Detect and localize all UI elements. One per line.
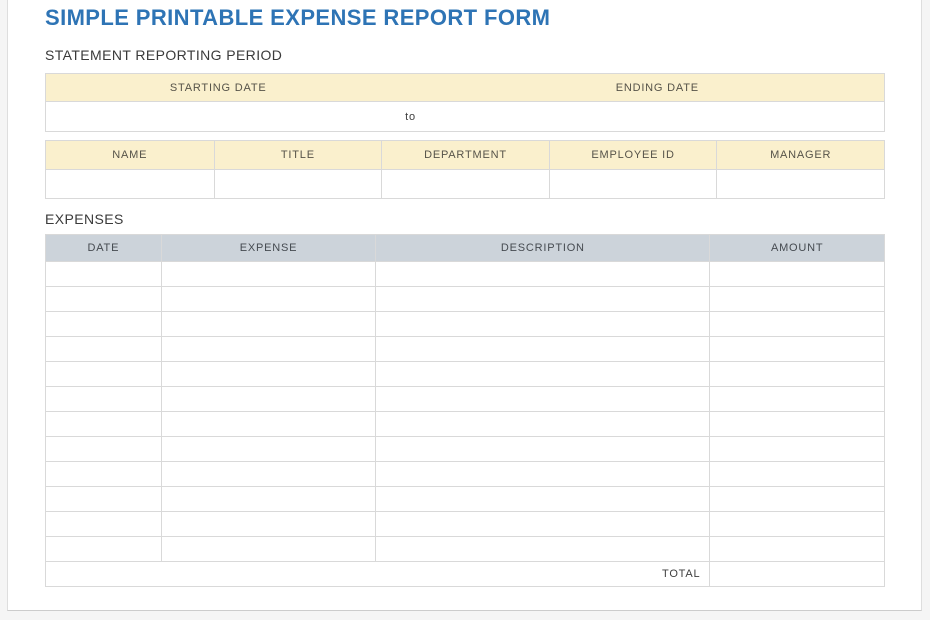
expense-cell-date[interactable]: [46, 512, 161, 536]
expense-cell-expense[interactable]: [160, 537, 376, 561]
expense-row: [46, 411, 884, 436]
expense-cell-expense[interactable]: [160, 512, 376, 536]
section-expenses: EXPENSES: [45, 211, 124, 227]
expense-row: [46, 536, 884, 561]
expense-cell-amount[interactable]: [709, 462, 884, 486]
reporting-period-table: STARTING DATE ENDING DATE to: [45, 73, 885, 132]
page-title: SIMPLE PRINTABLE EXPENSE REPORT FORM: [45, 5, 551, 30]
expense-cell-amount[interactable]: [709, 362, 884, 386]
ending-date-input[interactable]: [431, 102, 884, 131]
expense-cell-description[interactable]: [375, 337, 709, 361]
expense-cell-expense[interactable]: [160, 412, 376, 436]
expense-column-header: EXPENSE: [160, 235, 376, 261]
section-statement-reporting-period: STATEMENT REPORTING PERIOD: [45, 47, 283, 63]
employee-info-table: NAME TITLE DEPARTMENT EMPLOYEE ID MANAGE…: [45, 140, 885, 199]
expense-cell-expense[interactable]: [160, 312, 376, 336]
expense-cell-date[interactable]: [46, 537, 161, 561]
title-header: TITLE: [213, 141, 382, 169]
expense-cell-description[interactable]: [375, 312, 709, 336]
expense-cell-amount[interactable]: [709, 312, 884, 336]
expense-cell-amount[interactable]: [709, 437, 884, 461]
amount-column-header: AMOUNT: [709, 235, 884, 261]
expense-cell-expense[interactable]: [160, 287, 376, 311]
total-amount-cell[interactable]: [709, 562, 884, 586]
expense-cell-expense[interactable]: [160, 337, 376, 361]
date-column-header: DATE: [87, 242, 120, 254]
expense-row: [46, 461, 884, 486]
expense-row: [46, 286, 884, 311]
expenses-table: DATE EXPENSE DESCRIPTION AMOUNT TOTAL: [45, 234, 885, 587]
employee-info-header-row: NAME TITLE DEPARTMENT EMPLOYEE ID MANAGE…: [46, 141, 884, 169]
starting-date-input[interactable]: [46, 102, 390, 131]
expense-cell-amount[interactable]: [709, 387, 884, 411]
department-header: DEPARTMENT: [381, 141, 549, 169]
title-input[interactable]: [213, 170, 382, 198]
expense-cell-amount[interactable]: [709, 337, 884, 361]
manager-input[interactable]: [716, 170, 884, 198]
expense-cell-date[interactable]: [46, 437, 161, 461]
reporting-period-value-row: to: [46, 101, 884, 131]
expense-cell-expense[interactable]: [160, 262, 376, 286]
expense-cell-description[interactable]: [375, 537, 709, 561]
document-page: SIMPLE PRINTABLE EXPENSE REPORT FORM STA…: [7, 0, 922, 611]
expense-cell-date[interactable]: [46, 362, 161, 386]
reporting-period-header-row: STARTING DATE ENDING DATE: [46, 74, 884, 101]
expense-cell-description[interactable]: [375, 462, 709, 486]
name-header: NAME: [112, 149, 148, 161]
employee-id-header: EMPLOYEE ID: [548, 141, 717, 169]
expense-cell-description[interactable]: [375, 262, 709, 286]
date-separator-label: to: [405, 110, 416, 123]
expense-cell-date[interactable]: [46, 487, 161, 511]
expense-row: [46, 311, 884, 336]
expense-row: [46, 436, 884, 461]
expense-cell-date[interactable]: [46, 262, 161, 286]
description-column-header: DESCRIPTION: [375, 235, 709, 261]
expense-cell-description[interactable]: [375, 412, 709, 436]
expense-row: [46, 336, 884, 361]
expenses-total-row: TOTAL: [46, 561, 884, 586]
expense-cell-amount[interactable]: [709, 412, 884, 436]
expense-row: [46, 511, 884, 536]
expense-cell-amount[interactable]: [709, 487, 884, 511]
expense-cell-expense[interactable]: [160, 387, 376, 411]
expense-cell-description[interactable]: [375, 362, 709, 386]
expense-cell-date[interactable]: [46, 387, 161, 411]
expense-cell-amount[interactable]: [709, 262, 884, 286]
expense-cell-date[interactable]: [46, 312, 161, 336]
expense-cell-amount[interactable]: [709, 537, 884, 561]
ending-date-header: ENDING DATE: [615, 81, 699, 94]
expense-cell-description[interactable]: [375, 287, 709, 311]
expense-row: [46, 486, 884, 511]
expense-row: [46, 361, 884, 386]
total-label: TOTAL: [662, 568, 701, 580]
expense-cell-expense[interactable]: [160, 462, 376, 486]
expense-cell-date[interactable]: [46, 412, 161, 436]
department-input[interactable]: [381, 170, 549, 198]
expense-cell-date[interactable]: [46, 462, 161, 486]
expense-cell-amount[interactable]: [709, 512, 884, 536]
expense-cell-expense[interactable]: [160, 437, 376, 461]
manager-header: MANAGER: [716, 141, 884, 169]
expense-row: [46, 386, 884, 411]
expense-cell-date[interactable]: [46, 287, 161, 311]
expense-cell-description[interactable]: [375, 437, 709, 461]
expense-cell-description[interactable]: [375, 487, 709, 511]
expense-cell-date[interactable]: [46, 337, 161, 361]
name-input[interactable]: [46, 170, 214, 198]
expense-cell-expense[interactable]: [160, 487, 376, 511]
expense-cell-expense[interactable]: [160, 362, 376, 386]
expense-cell-description[interactable]: [375, 512, 709, 536]
expense-row: [46, 261, 884, 286]
employee-info-value-row: [46, 169, 884, 198]
reporting-period-header-spacer: [390, 74, 430, 101]
starting-date-header: STARTING DATE: [169, 81, 267, 94]
expense-cell-description[interactable]: [375, 387, 709, 411]
expense-rows: [46, 261, 884, 561]
expense-cell-amount[interactable]: [709, 287, 884, 311]
expenses-header-row: DATE EXPENSE DESCRIPTION AMOUNT: [46, 235, 884, 261]
employee-id-input[interactable]: [548, 170, 717, 198]
